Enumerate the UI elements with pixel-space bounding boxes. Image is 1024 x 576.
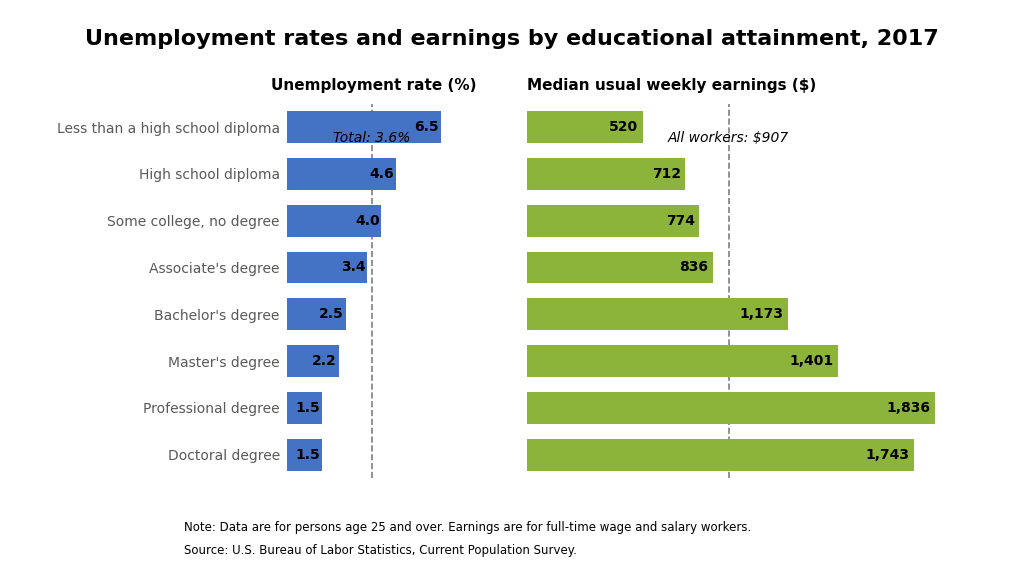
Bar: [527, 205, 699, 237]
Bar: [527, 392, 935, 424]
Text: 4.6: 4.6: [369, 167, 394, 181]
Bar: [527, 158, 685, 190]
Text: 2.5: 2.5: [319, 307, 344, 321]
Text: All workers: $907: All workers: $907: [668, 131, 790, 146]
Text: 774: 774: [666, 214, 694, 228]
Bar: [287, 252, 368, 283]
Text: 1,173: 1,173: [739, 307, 783, 321]
Text: 1.5: 1.5: [296, 448, 321, 462]
Bar: [527, 298, 787, 330]
Text: 1.5: 1.5: [296, 401, 321, 415]
Bar: [287, 392, 323, 424]
Bar: [287, 158, 395, 190]
Text: 1,743: 1,743: [865, 448, 909, 462]
Bar: [287, 205, 382, 237]
Text: 3.4: 3.4: [341, 260, 366, 275]
Bar: [527, 439, 914, 471]
Text: Unemployment rates and earnings by educational attainment, 2017: Unemployment rates and earnings by educa…: [85, 29, 939, 49]
Text: 1,836: 1,836: [886, 401, 930, 415]
Bar: [287, 439, 323, 471]
Text: Median usual weekly earnings ($): Median usual weekly earnings ($): [527, 78, 816, 93]
Text: 1,401: 1,401: [790, 354, 834, 368]
Text: Note: Data are for persons age 25 and over. Earnings are for full-time wage and : Note: Data are for persons age 25 and ov…: [184, 521, 752, 535]
Text: Source: U.S. Bureau of Labor Statistics, Current Population Survey.: Source: U.S. Bureau of Labor Statistics,…: [184, 544, 578, 558]
Bar: [287, 111, 440, 143]
Text: Unemployment rate (%): Unemployment rate (%): [270, 78, 476, 93]
Text: 4.0: 4.0: [355, 214, 380, 228]
Text: 712: 712: [651, 167, 681, 181]
Text: 520: 520: [609, 120, 638, 134]
Text: 2.2: 2.2: [312, 354, 337, 368]
Bar: [527, 345, 839, 377]
Bar: [527, 111, 643, 143]
Text: Total: 3.6%: Total: 3.6%: [333, 131, 411, 146]
Bar: [527, 252, 713, 283]
Text: 6.5: 6.5: [414, 120, 438, 134]
Text: 836: 836: [679, 260, 709, 275]
Bar: [287, 345, 339, 377]
Bar: [287, 298, 346, 330]
